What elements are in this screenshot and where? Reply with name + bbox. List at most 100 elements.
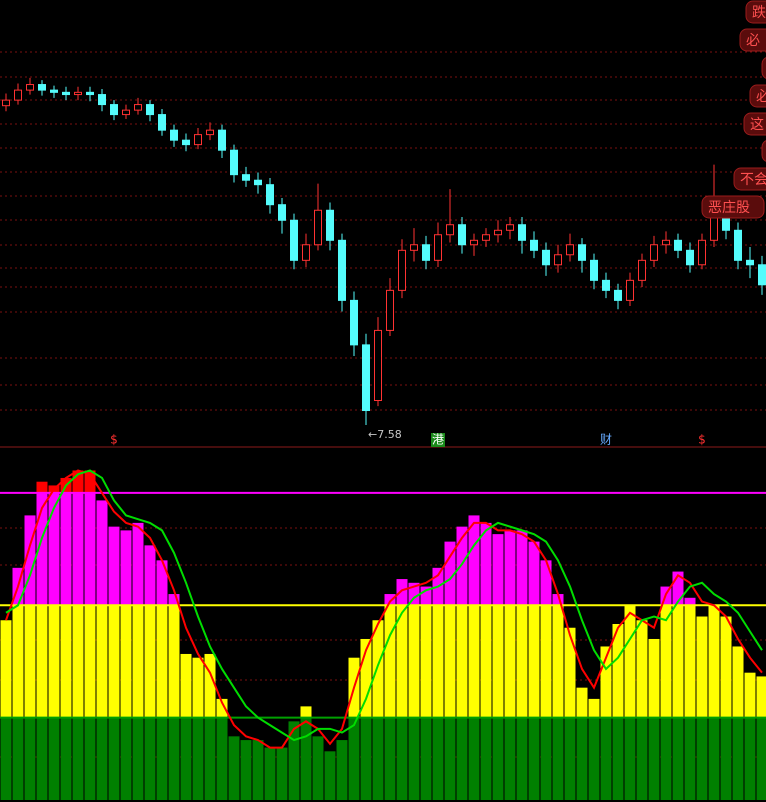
indicator-bar xyxy=(264,747,276,800)
indicator-bar xyxy=(348,717,360,800)
indicator-bar xyxy=(504,717,516,800)
indicator-bar xyxy=(684,717,696,800)
indicator-bar xyxy=(156,560,168,606)
indicator-bar xyxy=(84,470,96,493)
indicator-bar xyxy=(108,717,120,800)
indicator-bar xyxy=(420,717,432,800)
candle-body xyxy=(2,99,10,107)
tag-button-label[interactable]: 必 xyxy=(746,33,760,49)
candle-body xyxy=(314,209,322,246)
candle-body xyxy=(26,84,34,91)
indicator-bar xyxy=(684,597,696,606)
indicator-bar xyxy=(96,500,108,606)
candle-body xyxy=(626,279,634,301)
candle-body xyxy=(86,91,94,96)
indicator-bar xyxy=(384,605,396,718)
indicator-bar xyxy=(168,717,180,800)
indicator-line xyxy=(5,469,763,742)
indicator-bar xyxy=(432,605,444,718)
indicator-bar xyxy=(48,605,60,718)
event-marker[interactable]: $ xyxy=(110,433,118,447)
candle-body xyxy=(410,244,418,251)
indicator-bar xyxy=(516,605,528,718)
candle-body xyxy=(194,134,202,146)
candle-body xyxy=(182,139,190,146)
candle-body xyxy=(506,224,514,231)
indicator-bar xyxy=(192,657,204,718)
event-marker[interactable]: 财 xyxy=(600,433,612,447)
tag-button-label[interactable]: 这 xyxy=(750,116,764,133)
tag-button[interactable] xyxy=(743,112,766,136)
indicator-bar xyxy=(528,605,540,718)
candle-body xyxy=(230,149,238,176)
tag-button[interactable] xyxy=(701,195,765,219)
indicator-bar xyxy=(120,717,132,800)
indicator-bar xyxy=(492,717,504,800)
indicator-bar xyxy=(276,747,288,800)
candle-body xyxy=(422,244,430,261)
indicator-bar xyxy=(492,605,504,718)
indicator-bar xyxy=(24,717,36,800)
indicator-bar xyxy=(468,515,480,606)
indicator-bar xyxy=(192,717,204,800)
tag-button[interactable] xyxy=(733,167,766,191)
indicator-bar xyxy=(600,646,612,718)
candle-body xyxy=(14,89,22,101)
candle-body xyxy=(590,259,598,281)
event-marker[interactable]: 港 xyxy=(432,433,444,447)
candle-body xyxy=(338,239,346,301)
indicator-bar xyxy=(552,594,564,606)
indicator-bar xyxy=(480,605,492,718)
tag-button[interactable] xyxy=(739,28,766,52)
indicator-bar xyxy=(48,717,60,800)
tag-button[interactable] xyxy=(761,57,766,79)
indicator-bar xyxy=(624,605,636,718)
indicator-bar xyxy=(504,605,516,718)
indicator-bar xyxy=(288,721,300,800)
indicator-bar xyxy=(180,653,192,718)
indicator-bar xyxy=(36,492,48,606)
candle-body xyxy=(62,91,70,96)
candle-body xyxy=(218,129,226,151)
indicator-bar xyxy=(732,646,744,718)
tag-button-label[interactable]: 跌 xyxy=(752,5,766,21)
indicator-bar xyxy=(168,605,180,718)
candle-body xyxy=(662,239,670,246)
candle-body xyxy=(458,224,466,246)
candle-body xyxy=(530,239,538,251)
tag-button-label[interactable]: 恶庄股 xyxy=(708,199,750,216)
indicator-bar xyxy=(480,717,492,800)
candle-body xyxy=(134,104,142,111)
candle-body xyxy=(518,224,526,241)
tag-button[interactable] xyxy=(749,84,766,108)
indicator-bar xyxy=(360,717,372,800)
tag-button[interactable] xyxy=(761,140,766,162)
candle-body xyxy=(362,344,370,412)
indicator-bar xyxy=(492,534,504,606)
tag-button-label[interactable]: 不会 xyxy=(740,172,766,188)
indicator-bar xyxy=(588,717,600,800)
indicator-bar xyxy=(456,526,468,606)
indicator-bar xyxy=(516,530,528,606)
indicator-bar xyxy=(420,605,432,718)
indicator-bar xyxy=(408,717,420,800)
indicator-bar xyxy=(600,717,612,800)
tag-button[interactable] xyxy=(745,0,766,24)
event-marker[interactable]: $ xyxy=(698,433,706,447)
candle-body xyxy=(266,184,274,206)
indicator-bar xyxy=(108,605,120,718)
indicator-bar xyxy=(96,717,108,800)
tag-button-label[interactable]: 必 xyxy=(756,89,766,105)
indicator-bar xyxy=(564,627,576,718)
indicator-bar xyxy=(24,605,36,718)
indicator-bar xyxy=(564,717,576,800)
indicator-bar xyxy=(504,530,516,606)
indicator-bar xyxy=(372,717,384,800)
indicator-bar xyxy=(576,717,588,800)
indicator-bar xyxy=(456,717,468,800)
indicator-bar xyxy=(444,541,456,606)
indicator-bar xyxy=(204,717,216,800)
indicator-bar xyxy=(384,594,396,606)
indicator-bar xyxy=(372,620,384,718)
indicator-bar xyxy=(252,740,264,800)
